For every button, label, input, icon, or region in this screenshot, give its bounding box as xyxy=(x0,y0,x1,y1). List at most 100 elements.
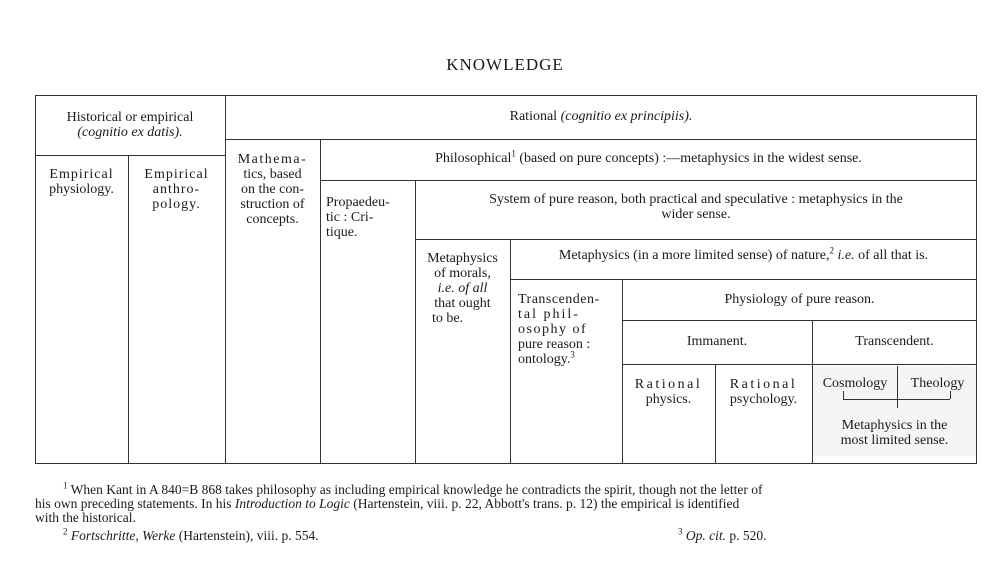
text: pure reason : xyxy=(518,337,591,352)
text: (cognitio ex principiis). xyxy=(560,109,693,124)
text: psychology. xyxy=(729,392,798,407)
footnote-3: 3 Op. cit. p. 520. xyxy=(678,526,767,543)
rule xyxy=(510,239,511,463)
bracket xyxy=(897,366,898,408)
text: physics. xyxy=(645,392,692,407)
bracket xyxy=(950,391,951,399)
cell-rational-physics: Rational physics. xyxy=(622,377,715,407)
cell-cosmology: Cosmology xyxy=(822,376,888,391)
footnote-ref: 2 xyxy=(829,245,834,256)
cell-philosophical: Philosophical1 (based on pure concepts) … xyxy=(320,148,977,166)
cell-theology: Theology xyxy=(910,376,965,391)
cell-system: System of pure reason, both practical an… xyxy=(415,192,977,222)
cell-rational: Rational (cognitio ex principiis). xyxy=(225,109,977,124)
cell-historical: Historical or empirical (cognitio ex dat… xyxy=(35,110,225,140)
text: Transcenden- xyxy=(518,292,600,307)
footnote-number: 3 xyxy=(678,526,683,537)
rule xyxy=(320,139,321,463)
text: most limited sense. xyxy=(840,433,949,448)
text: (Hartenstein, viii. p. 22, Abbott's tran… xyxy=(353,496,740,511)
text: Empirical xyxy=(49,167,114,182)
rule xyxy=(225,95,226,463)
text: Empirical xyxy=(144,167,209,182)
text: (cognitio ex datis). xyxy=(77,125,183,140)
cell-physiology: Physiology of pure reason. xyxy=(724,292,875,307)
text: tique. xyxy=(326,225,358,240)
footnote-1: 1 When Kant in A 840=B 868 takes philoso… xyxy=(35,480,985,525)
footnote-ref: 3 xyxy=(570,349,575,360)
text: of morals, xyxy=(434,266,491,281)
shaded-cell xyxy=(813,366,977,456)
footnote-ref: 1 xyxy=(511,148,516,159)
footnote-number: 1 xyxy=(63,480,68,491)
text: Philosophical xyxy=(435,151,512,166)
text: Op. cit. xyxy=(685,528,726,543)
rule xyxy=(622,279,623,463)
text: Propaedeu- xyxy=(326,195,390,210)
text: Rational xyxy=(509,109,558,124)
text: with the historical. xyxy=(35,510,136,525)
page-title: KNOWLEDGE xyxy=(446,55,564,74)
text: i.e. xyxy=(837,248,855,263)
cell-propaedeutic: Propaedeu- tic : Cri- tique. xyxy=(326,195,414,240)
rule xyxy=(415,180,416,463)
rule xyxy=(622,364,977,365)
text: When Kant in A 840=B 868 takes philosoph… xyxy=(70,482,763,497)
rule xyxy=(510,279,977,280)
text: Historical or empirical xyxy=(66,110,194,125)
rule xyxy=(35,95,36,463)
text: Metaphysics in the xyxy=(841,418,948,433)
rule xyxy=(35,463,977,464)
text: Fortschritte, Werke xyxy=(70,528,176,543)
text: Metaphysics xyxy=(427,251,498,266)
text: anthro- xyxy=(152,182,201,197)
cell-nature: Metaphysics (in a more limited sense) of… xyxy=(510,245,977,263)
text: concepts. xyxy=(246,212,299,227)
text: p. 520. xyxy=(729,528,767,543)
text: Rational xyxy=(634,377,703,392)
text: his own preceding statements. In his xyxy=(35,496,232,511)
text: of all that is. xyxy=(858,248,929,263)
text: Metaphysics (in a more limited sense) of… xyxy=(558,248,830,263)
rule xyxy=(128,155,129,463)
text: tal phil- xyxy=(518,307,580,322)
text: (based on pure concepts) :—metaphysics i… xyxy=(519,151,862,166)
cell-empirical-anthropology: Empirical anthro- pology. xyxy=(128,167,225,212)
bracket xyxy=(843,391,844,399)
bracket xyxy=(843,399,950,400)
cell-transcendent: Transcendent. xyxy=(855,334,934,349)
text: pology. xyxy=(152,197,201,212)
text: wider sense. xyxy=(661,207,731,222)
footnote-number: 2 xyxy=(63,526,68,537)
rule xyxy=(35,155,225,156)
rule xyxy=(225,139,977,140)
cell-mathematics: Mathema- tics, based on the con- structi… xyxy=(225,152,320,227)
text: to be. xyxy=(432,311,464,326)
text: tics, based xyxy=(243,167,302,182)
rule xyxy=(320,180,977,181)
cell-morals: Metaphysics of morals, i.e. of all that … xyxy=(415,251,510,326)
text: tic : Cri- xyxy=(326,210,374,225)
text: osophy of xyxy=(518,322,588,337)
text: struction of xyxy=(240,197,305,212)
rule xyxy=(976,95,977,463)
cell-transcendental: Transcenden- tal phil- osophy of pure re… xyxy=(518,292,620,367)
text: Rational xyxy=(729,377,798,392)
rule xyxy=(715,364,716,463)
rule xyxy=(812,320,813,463)
text: on the con- xyxy=(241,182,304,197)
text: (Hartenstein), viii. p. 554. xyxy=(178,528,319,543)
text: that ought xyxy=(434,296,491,311)
cell-empirical-physiology: Empirical physiology. xyxy=(35,167,128,197)
text: Introduction to Logic xyxy=(234,496,350,511)
cell-rational-psychology: Rational psychology. xyxy=(715,377,812,407)
text: physiology. xyxy=(49,182,114,197)
text: i.e. of all xyxy=(437,281,488,296)
rule xyxy=(622,320,977,321)
cell-immanent: Immanent. xyxy=(686,334,748,349)
footnote-2: 2 Fortschritte, Werke (Hartenstein), vii… xyxy=(63,526,319,543)
text: System of pure reason, both practical an… xyxy=(489,192,903,207)
text: Mathema- xyxy=(237,152,308,167)
cell-limited: Metaphysics in the most limited sense. xyxy=(812,418,977,448)
